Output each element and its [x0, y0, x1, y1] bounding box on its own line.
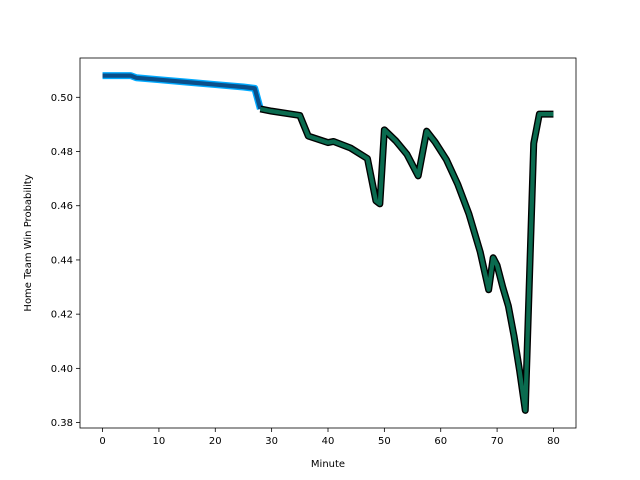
y-tick-label: 0.46 — [51, 201, 73, 212]
y-axis-label: Home Team Win Probability — [23, 174, 34, 311]
x-tick-label: 20 — [209, 436, 222, 447]
x-tick-label: 50 — [378, 436, 391, 447]
y-tick-label: 0.48 — [51, 147, 73, 158]
y-tick-label: 0.40 — [51, 364, 73, 375]
series-layer — [102, 72, 554, 414]
x-tick-label: 10 — [153, 436, 166, 447]
y-tick-label: 0.50 — [51, 93, 73, 104]
x-tick-label: 40 — [322, 436, 335, 447]
x-tick-label: 80 — [547, 436, 560, 447]
x-tick-label: 0 — [99, 436, 105, 447]
x-tick-label: 30 — [265, 436, 278, 447]
x-tick-label: 70 — [491, 436, 504, 447]
y-tick-label: 0.42 — [51, 310, 73, 321]
x-tick-label: 60 — [434, 436, 447, 447]
series-2-line — [259, 106, 554, 413]
series-1-line — [102, 73, 263, 110]
y-tick-label: 0.44 — [51, 255, 73, 266]
x-axis: 0 10 20 30 40 50 60 70 80 — [99, 428, 560, 447]
y-tick-label: 0.38 — [51, 418, 73, 429]
y-axis: 0.38 0.40 0.42 0.44 0.46 0.48 0.50 — [51, 93, 80, 429]
x-axis-label: Minute — [311, 459, 345, 470]
